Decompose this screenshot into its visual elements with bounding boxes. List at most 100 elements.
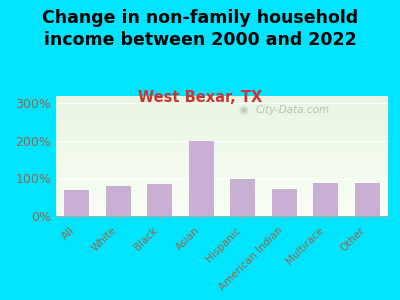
Bar bbox=[56, 188, 388, 190]
Bar bbox=[56, 173, 388, 174]
Bar bbox=[56, 179, 388, 180]
Bar bbox=[56, 205, 388, 206]
Bar bbox=[56, 197, 388, 198]
Bar bbox=[56, 200, 388, 202]
Bar bbox=[56, 186, 388, 187]
Bar bbox=[56, 172, 388, 173]
Bar bbox=[56, 130, 388, 131]
Bar bbox=[56, 148, 388, 149]
Bar bbox=[56, 164, 388, 166]
Bar bbox=[56, 169, 388, 170]
Bar bbox=[56, 208, 388, 209]
Bar bbox=[56, 187, 388, 188]
Bar bbox=[56, 170, 388, 172]
Bar bbox=[56, 108, 388, 109]
Bar bbox=[56, 97, 388, 98]
Bar bbox=[56, 116, 388, 118]
Bar bbox=[56, 199, 388, 200]
Bar bbox=[56, 161, 388, 162]
Bar bbox=[56, 204, 388, 205]
Bar bbox=[56, 114, 388, 115]
Bar bbox=[56, 194, 388, 196]
Bar bbox=[56, 193, 388, 194]
Bar bbox=[56, 140, 388, 142]
Bar bbox=[56, 206, 388, 208]
Bar bbox=[56, 127, 388, 128]
Bar bbox=[56, 180, 388, 181]
Bar bbox=[56, 190, 388, 191]
Bar bbox=[56, 160, 388, 161]
Bar bbox=[56, 146, 388, 148]
Bar bbox=[56, 139, 388, 140]
Bar bbox=[313, 183, 338, 216]
Bar bbox=[147, 184, 172, 216]
Bar bbox=[56, 134, 388, 136]
Bar bbox=[56, 181, 388, 182]
Bar bbox=[56, 210, 388, 211]
Bar bbox=[56, 101, 388, 102]
Bar bbox=[56, 103, 388, 104]
Bar bbox=[56, 158, 388, 160]
Bar bbox=[56, 152, 388, 154]
Bar bbox=[56, 175, 388, 176]
Bar bbox=[56, 107, 388, 108]
Bar bbox=[56, 178, 388, 179]
Text: City-Data.com: City-Data.com bbox=[255, 105, 329, 116]
Bar bbox=[56, 151, 388, 152]
Bar bbox=[56, 209, 388, 210]
Bar bbox=[230, 179, 255, 216]
Bar bbox=[56, 184, 388, 185]
Bar bbox=[56, 214, 388, 215]
Bar bbox=[56, 156, 388, 157]
Bar bbox=[56, 145, 388, 146]
Bar bbox=[56, 133, 388, 134]
Bar bbox=[56, 104, 388, 106]
Bar bbox=[56, 102, 388, 103]
Bar bbox=[56, 155, 388, 156]
Bar bbox=[56, 132, 388, 133]
Bar bbox=[56, 185, 388, 186]
Bar bbox=[56, 202, 388, 203]
Bar bbox=[56, 136, 388, 137]
Bar bbox=[56, 119, 388, 120]
Text: ◉: ◉ bbox=[238, 105, 248, 116]
Bar bbox=[56, 100, 388, 101]
Bar bbox=[56, 112, 388, 113]
Bar bbox=[56, 154, 388, 155]
Bar bbox=[56, 191, 388, 192]
Text: Change in non-family household
income between 2000 and 2022: Change in non-family household income be… bbox=[42, 9, 358, 49]
Bar bbox=[56, 157, 388, 158]
Bar bbox=[56, 211, 388, 212]
Bar bbox=[56, 124, 388, 125]
Bar bbox=[56, 174, 388, 175]
Bar bbox=[56, 192, 388, 193]
Bar bbox=[56, 113, 388, 114]
Bar bbox=[56, 120, 388, 121]
Bar bbox=[56, 144, 388, 145]
Bar bbox=[355, 183, 380, 216]
Bar bbox=[56, 98, 388, 100]
Bar bbox=[56, 163, 388, 164]
Bar bbox=[56, 168, 388, 169]
Text: West Bexar, TX: West Bexar, TX bbox=[138, 90, 262, 105]
Bar bbox=[56, 203, 388, 204]
Bar bbox=[56, 142, 388, 143]
Bar bbox=[189, 141, 214, 216]
Bar bbox=[56, 96, 388, 97]
Bar bbox=[56, 182, 388, 184]
Bar bbox=[272, 189, 297, 216]
Bar bbox=[56, 215, 388, 216]
Bar bbox=[56, 167, 388, 168]
Bar bbox=[56, 143, 388, 144]
Bar bbox=[106, 186, 131, 216]
Bar bbox=[56, 162, 388, 163]
Bar bbox=[56, 176, 388, 178]
Bar bbox=[56, 198, 388, 199]
Bar bbox=[56, 115, 388, 116]
Bar bbox=[56, 150, 388, 151]
Bar bbox=[56, 121, 388, 122]
Bar bbox=[56, 131, 388, 132]
Bar bbox=[56, 109, 388, 110]
Bar bbox=[64, 190, 89, 216]
Bar bbox=[56, 137, 388, 138]
